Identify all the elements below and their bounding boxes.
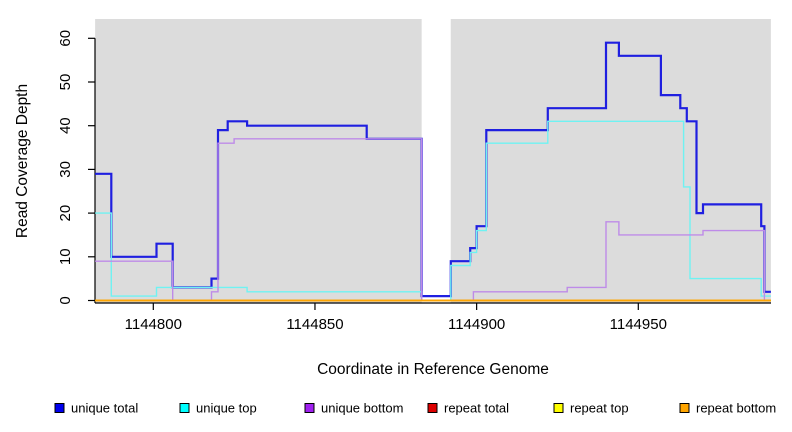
legend-swatch-unique-top [179,403,190,413]
legend-label-unique-bottom: unique bottom [321,401,403,416]
plot-background [95,19,422,303]
y-axis-title: Read Coverage Depth [14,84,31,238]
y-tick-label: 30 [57,161,74,178]
y-tick-label: 60 [57,30,74,47]
x-tick-label: 1144950 [610,316,667,333]
legend-swatch-repeat-total [427,403,438,413]
legend-swatch-unique-total [54,403,65,413]
legend-label-repeat-total: repeat total [444,401,509,416]
legend-label-repeat-top: repeat top [570,401,629,416]
y-tick-label: 20 [57,205,74,222]
y-tick-label: 40 [57,117,74,134]
legend-label-unique-total: unique total [71,401,138,416]
x-axis-title: Coordinate in Reference Genome [317,361,549,378]
plot-background [450,19,771,303]
x-tick-label: 1144850 [286,316,343,333]
y-tick-label: 10 [57,248,74,265]
legend-swatch-repeat-top [553,403,564,413]
legend-swatch-repeat-bottom [679,403,690,413]
legend-label-repeat-bottom: repeat bottom [696,401,776,416]
legend-swatch-unique-bottom [304,403,315,413]
series-line-unique-top [95,120,771,302]
series-line-unique-bottom [95,138,771,302]
x-tick-label: 1144800 [125,316,182,333]
y-tick-label: 50 [57,74,74,91]
x-tick-label: 1144900 [448,316,505,333]
y-tick-label: 0 [57,296,74,304]
legend-label-unique-top: unique top [196,401,257,416]
